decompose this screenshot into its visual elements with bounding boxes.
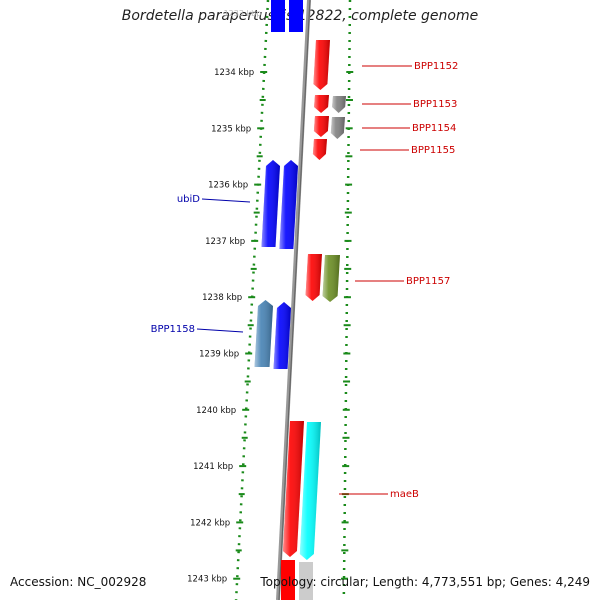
tick-label: 1234 kbp bbox=[214, 68, 254, 78]
gene-arrow-top bbox=[289, 0, 303, 32]
gene-arrow-shade bbox=[313, 116, 329, 137]
ruler-ticks: 1233 kbp 1234 kbp 1235 kbp 1236 kbp 1237 kbp… bbox=[187, 9, 354, 585]
gene-arrow-shade bbox=[322, 255, 340, 302]
tick-label: 1242 kbp bbox=[190, 518, 230, 528]
gene-features bbox=[254, 0, 346, 600]
gene-arrow-shade bbox=[254, 300, 273, 367]
gene-label: BPP1158 bbox=[151, 324, 195, 335]
genome-backbone bbox=[276, 0, 311, 600]
gene-arrow-shade bbox=[261, 160, 280, 247]
gene-arrow-top bbox=[271, 0, 285, 32]
gene-label-line bbox=[201, 198, 251, 203]
tick-label: 1241 kbp bbox=[193, 462, 233, 472]
gene-arrow-shade bbox=[314, 95, 329, 113]
accession-label: Accession: NC_002928 bbox=[10, 575, 147, 589]
genome-stats-label: Topology: circular; Length: 4,773,551 bp… bbox=[260, 575, 590, 589]
gene-label: BPP1154 bbox=[412, 123, 456, 134]
tick-label: 1240 kbp bbox=[196, 406, 236, 416]
tick-label: 1236 kbp bbox=[208, 181, 248, 191]
gene-arrow-shade bbox=[282, 421, 304, 557]
tick-label: 1243 kbp bbox=[187, 575, 227, 585]
gene-arrow-shade bbox=[330, 117, 345, 139]
gene-label-line bbox=[196, 328, 244, 333]
gene-arrow-shade bbox=[299, 422, 321, 560]
gene-arrow-bottom bbox=[281, 560, 295, 600]
gene-label: ubiD bbox=[177, 194, 200, 205]
backbone-core bbox=[278, 0, 311, 600]
backbone-line bbox=[276, 0, 311, 600]
tick-label: 1237 kbp bbox=[205, 237, 245, 247]
gene-label: BPP1155 bbox=[411, 145, 455, 156]
gene-arrow-shade bbox=[332, 96, 346, 113]
ruler-right bbox=[342, 0, 352, 600]
gene-arrow-shade bbox=[279, 160, 298, 249]
gene-arrow-shade bbox=[312, 139, 327, 160]
tick-label: 1238 kbp bbox=[202, 293, 242, 303]
gene-label: BPP1152 bbox=[414, 61, 458, 72]
tick-label: 1239 kbp bbox=[199, 350, 239, 360]
gene-label: BPP1157 bbox=[406, 276, 450, 287]
gene-labels: BPP1152 BPP1153 BPP1154 BPP1155 ubiD BPP1157 B… bbox=[151, 61, 459, 500]
gene-arrow-shade bbox=[305, 254, 322, 301]
tick-label-top: 1233 kbp bbox=[224, 9, 262, 18]
gene-arrow-shade bbox=[313, 40, 330, 90]
gene-label: maeB bbox=[390, 489, 419, 500]
gene-arrow-bottom bbox=[299, 562, 313, 600]
tick-label: 1235 kbp bbox=[211, 124, 251, 134]
gene-label: BPP1153 bbox=[413, 99, 457, 110]
gene-arrow-shade bbox=[273, 302, 291, 369]
